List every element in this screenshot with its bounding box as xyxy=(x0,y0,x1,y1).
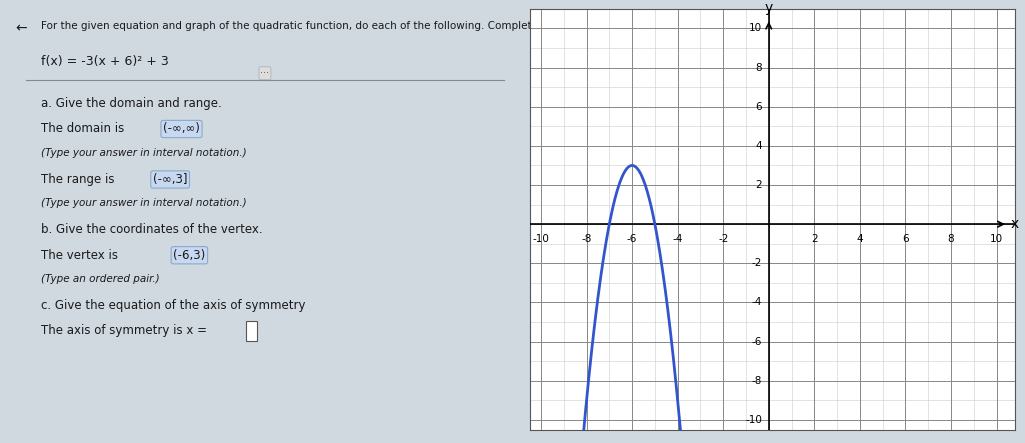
Text: The range is: The range is xyxy=(41,173,118,186)
Text: 2: 2 xyxy=(755,180,762,190)
Text: -10: -10 xyxy=(533,234,549,244)
Text: f(x) = -3(x + 6)² + 3: f(x) = -3(x + 6)² + 3 xyxy=(41,55,168,68)
Text: -2: -2 xyxy=(751,258,762,268)
Text: 4: 4 xyxy=(857,234,863,244)
Text: a. Give the domain and range.: a. Give the domain and range. xyxy=(41,97,221,110)
Text: For the given equation and graph of the quadratic function, do each of the follo: For the given equation and graph of the … xyxy=(41,22,648,31)
Text: c. Give the equation of the axis of symmetry: c. Give the equation of the axis of symm… xyxy=(41,299,305,312)
Text: 2: 2 xyxy=(811,234,818,244)
Text: The vertex is: The vertex is xyxy=(41,249,122,262)
Text: (-6,3): (-6,3) xyxy=(173,249,205,262)
Text: -6: -6 xyxy=(751,337,762,346)
Text: 8: 8 xyxy=(755,62,762,73)
Text: The domain is: The domain is xyxy=(41,123,128,136)
Text: The axis of symmetry is x =: The axis of symmetry is x = xyxy=(41,324,210,338)
Text: b. Give the coordinates of the vertex.: b. Give the coordinates of the vertex. xyxy=(41,224,262,237)
Text: (Type your answer in interval notation.): (Type your answer in interval notation.) xyxy=(41,148,246,158)
Text: -4: -4 xyxy=(672,234,683,244)
Text: (Type an ordered pair.): (Type an ordered pair.) xyxy=(41,274,160,284)
Text: y: y xyxy=(765,1,773,15)
Text: 6: 6 xyxy=(902,234,909,244)
Text: ←: ← xyxy=(15,22,27,35)
Text: -10: -10 xyxy=(745,415,762,425)
Text: 4: 4 xyxy=(755,141,762,151)
Text: (Type your answer in interval notation.): (Type your answer in interval notation.) xyxy=(41,198,246,208)
Text: 6: 6 xyxy=(755,102,762,112)
Text: -6: -6 xyxy=(627,234,638,244)
Text: -8: -8 xyxy=(581,234,591,244)
Text: -2: -2 xyxy=(719,234,729,244)
Text: 8: 8 xyxy=(948,234,954,244)
Text: x: x xyxy=(1011,217,1019,231)
Text: ···: ··· xyxy=(260,68,270,78)
Text: (-∞,3]: (-∞,3] xyxy=(153,173,188,186)
Text: -8: -8 xyxy=(751,376,762,386)
Text: (-∞,∞): (-∞,∞) xyxy=(163,123,200,136)
Text: 10: 10 xyxy=(749,23,762,33)
Text: 10: 10 xyxy=(990,234,1003,244)
Text: -4: -4 xyxy=(751,298,762,307)
